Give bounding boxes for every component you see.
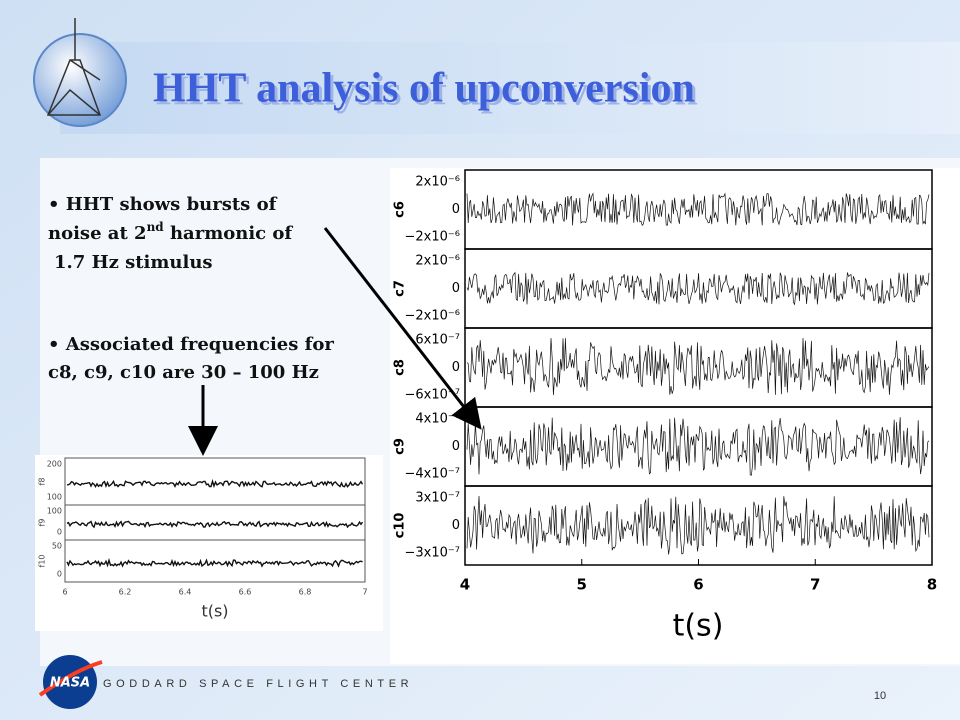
tick-label: 0 [57, 570, 62, 579]
trace [466, 495, 930, 555]
arrow [323, 227, 482, 430]
x-tick-label: 8 [927, 576, 937, 594]
trace [66, 478, 364, 489]
trace [66, 520, 364, 529]
tick-label: 2x10⁻⁶ [415, 254, 460, 269]
tick-label: 0 [57, 528, 62, 537]
title-band [60, 42, 960, 134]
plots: 2x10⁻⁶ 0 −2x10⁻⁶ c6 2x10⁻⁶ 0 −2x10⁻⁶ c7 6x10⁻⁷ 0 −… [38, 169, 937, 644]
x-tick-label: 6.8 [299, 588, 312, 597]
page-number: 10 [874, 690, 886, 702]
bullet-dot: • [48, 194, 66, 215]
x-tick-label: 6.4 [179, 588, 192, 597]
tick-label: 50 [52, 542, 62, 551]
panel-label: f9 [38, 519, 47, 527]
superscript: nd [147, 220, 165, 234]
title: HHT analysis of upconversion [153, 66, 695, 112]
bullet-2-line-1: • Associated frequencies for [48, 334, 334, 355]
tick-label: 6x10⁻⁷ [415, 333, 460, 348]
tick-label: 0 [452, 360, 460, 375]
tick-label: 4x10⁻⁷ [415, 412, 460, 427]
x-tick-label: 6.6 [239, 588, 252, 597]
x-axis-label: t(s) [201, 602, 228, 621]
bullet-dot: • [48, 334, 66, 355]
logo-tower [46, 18, 102, 116]
panel-label: f8 [38, 478, 47, 486]
x-axis-label: t(s) [673, 609, 724, 644]
bullet-1-line-3: 1.7 Hz stimulus [54, 252, 213, 273]
x-tick-label: 4 [460, 576, 470, 594]
panel-label: c8 [393, 359, 408, 376]
panel-label: f10 [38, 555, 47, 568]
bullet-1-line-1: • HHT shows bursts of [48, 194, 278, 215]
bullet-text: HHT shows bursts of [66, 194, 278, 215]
bullet-text: Associated frequencies for [65, 334, 335, 355]
nasa-swoosh [38, 660, 103, 697]
tick-label: −4x10⁻⁷ [405, 467, 460, 482]
right-plot-image [390, 168, 960, 664]
tick-label: 0 [452, 281, 460, 296]
panel-label: c10 [393, 513, 408, 539]
x-tick-label: 7 [810, 576, 820, 594]
tick-label: −3x10⁻⁷ [405, 546, 460, 561]
tick-label: 3x10⁻⁷ [415, 491, 460, 506]
trace [466, 337, 930, 396]
tick-label: 0 [452, 439, 460, 454]
bullet-1-line-2: noise at 2nd harmonic of [48, 220, 293, 245]
title-shadow: HHT analysis of upconversion [156, 69, 698, 115]
panel-label: c6 [393, 201, 408, 218]
bullet-text: harmonic of [164, 223, 294, 244]
trace [466, 192, 930, 226]
x-tick-label: 6 [693, 576, 703, 594]
trace [66, 557, 363, 568]
bullet-text: noise at 2 [48, 223, 147, 244]
x-tick-label: 6.2 [119, 588, 132, 597]
tick-label: 0 [452, 202, 460, 217]
tick-label: −2x10⁻⁶ [405, 309, 460, 324]
trace [466, 417, 930, 476]
nasa-text: NASA [50, 676, 90, 691]
panel-frame [64, 539, 366, 583]
tick-label: −6x10⁻⁷ [405, 388, 460, 403]
tick-label: 100 [47, 493, 62, 502]
tick-label: 0 [452, 518, 460, 533]
x-tick-label: 5 [577, 576, 587, 594]
tick-label: 100 [47, 507, 62, 516]
tick-label: 200 [47, 460, 62, 469]
tick-label: −2x10⁻⁶ [405, 230, 460, 245]
trace [466, 271, 930, 306]
bullet-2-line-2: c8, c9, c10 are 30 – 100 Hz [48, 362, 319, 383]
logo-globe [33, 33, 127, 127]
x-tick-label: 6 [62, 588, 67, 597]
panel-label: c7 [393, 280, 408, 297]
panel-label: c9 [393, 438, 408, 455]
footer-center: GODDARD SPACE FLIGHT CENTER [103, 678, 413, 690]
tick-label: 2x10⁻⁶ [415, 175, 460, 190]
x-tick-label: 7 [362, 588, 367, 597]
